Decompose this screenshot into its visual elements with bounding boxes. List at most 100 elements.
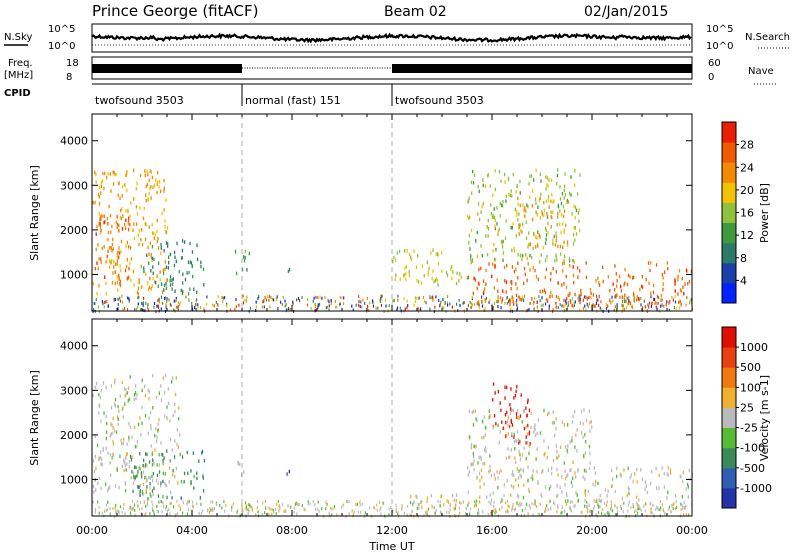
data-cell: [284, 304, 286, 308]
data-cell: [463, 301, 465, 304]
data-cell: [137, 296, 139, 300]
data-cell: [561, 505, 563, 509]
data-cell: [109, 507, 111, 510]
data-cell: [657, 508, 659, 512]
data-cell: [128, 275, 130, 280]
data-cell: [684, 282, 686, 286]
data-cell: [106, 300, 108, 303]
data-cell: [157, 429, 159, 433]
data-cell: [506, 419, 509, 423]
data-cell: [577, 275, 579, 279]
data-cell: [147, 306, 149, 310]
data-cell: [110, 473, 112, 477]
data-cell: [150, 444, 152, 448]
data-cell: [94, 434, 96, 438]
data-cell: [467, 503, 469, 507]
data-cell: [607, 511, 609, 515]
data-cell: [236, 510, 238, 514]
data-cell: [666, 472, 668, 476]
data-cell: [395, 503, 397, 507]
freq-tick-top: 18: [66, 58, 79, 69]
data-cell: [563, 261, 565, 265]
data-cell: [250, 505, 252, 509]
colorbar-tick-label: 500: [740, 361, 761, 374]
data-cell: [156, 473, 159, 478]
data-cell: [109, 214, 112, 218]
data-cell: [565, 301, 567, 305]
data-cell: [575, 475, 577, 479]
data-cell: [196, 298, 198, 302]
data-cell: [584, 468, 586, 473]
data-cell: [145, 198, 147, 203]
data-cell: [588, 445, 591, 449]
data-cell: [266, 295, 268, 299]
data-cell: [248, 509, 250, 513]
data-cell: [143, 269, 145, 274]
data-cell: [98, 221, 100, 226]
data-cell: [101, 214, 103, 218]
data-cell: [152, 503, 154, 507]
data-cell: [202, 476, 204, 480]
data-cell: [138, 280, 140, 285]
data-cell: [553, 199, 555, 203]
data-cell: [540, 253, 542, 257]
data-cell: [142, 301, 144, 305]
data-cell: [121, 407, 123, 411]
data-cell: [610, 300, 612, 305]
data-cell: [226, 302, 228, 306]
data-cell: [509, 403, 511, 407]
data-cell: [580, 288, 582, 293]
data-cell: [442, 298, 444, 301]
data-cell: [592, 302, 594, 306]
data-cell: [492, 308, 494, 312]
data-cell: [195, 303, 197, 307]
data-cell: [100, 180, 103, 185]
data-cell: [546, 412, 549, 416]
data-cell: [100, 257, 102, 261]
data-cell: [180, 479, 183, 484]
data-cell: [177, 445, 179, 449]
data-cell: [139, 493, 141, 497]
data-cell: [675, 307, 677, 311]
data-cell: [148, 475, 150, 480]
data-cell: [426, 260, 428, 265]
data-cell: [394, 258, 397, 263]
data-cell: [576, 192, 579, 196]
data-cell: [650, 261, 652, 265]
data-cell: [593, 507, 595, 511]
data-cell: [527, 478, 529, 483]
data-cell: [149, 410, 152, 415]
data-cell: [529, 506, 531, 510]
data-cell: [317, 296, 319, 300]
data-cell: [539, 431, 542, 435]
data-cell: [116, 468, 118, 472]
data-cell: [197, 306, 199, 310]
data-cell: [124, 402, 126, 406]
data-cell: [492, 249, 494, 253]
data-cell: [550, 290, 552, 295]
data-cell: [504, 385, 506, 389]
data-cell: [276, 295, 278, 299]
data-cell: [100, 389, 102, 393]
data-cell: [242, 255, 245, 259]
data-cell: [109, 265, 111, 269]
data-cell: [552, 242, 554, 246]
data-cell: [103, 411, 105, 415]
data-cell: [636, 511, 639, 515]
data-cell: [117, 422, 119, 427]
data-cell: [107, 500, 109, 504]
data-cell: [149, 512, 151, 516]
data-cell: [297, 297, 300, 300]
data-cell: [521, 453, 524, 457]
data-cell: [136, 222, 138, 226]
y-tick-label: 2000: [60, 429, 88, 442]
data-cell: [355, 303, 357, 307]
data-cell: [455, 493, 458, 497]
data-cell: [149, 481, 151, 486]
data-cell: [563, 258, 565, 263]
data-cell: [484, 298, 486, 302]
data-cell: [620, 504, 622, 509]
data-cell: [519, 501, 521, 505]
data-cell: [420, 500, 422, 504]
data-cell: [98, 310, 100, 314]
